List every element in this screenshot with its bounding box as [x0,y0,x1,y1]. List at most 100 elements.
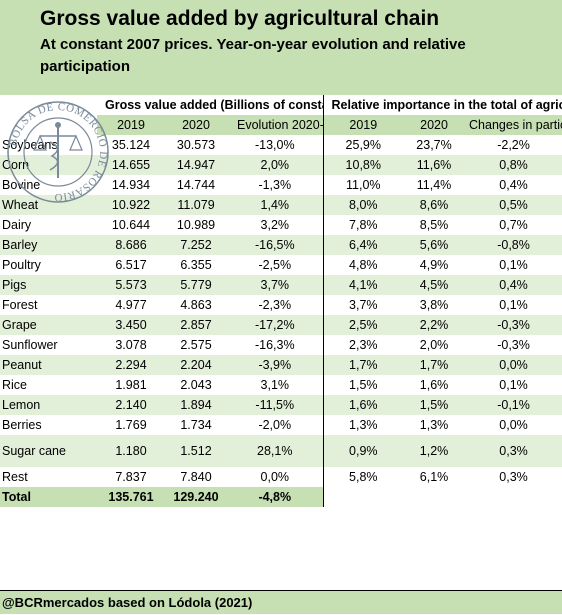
title-banner: Gross value added by agricultural chain … [0,0,562,95]
header-row-groups: Gross value added (Billions of constant … [0,95,562,115]
row-label: Peanut [0,355,97,375]
participation-change: 0,1% [465,295,562,315]
table-row: Peanut 2.294 2.204 -3,9% 1,7% 1,7% 0,0% [0,355,562,375]
relative-2020: 6,1% [403,467,466,487]
relative-2019: 1,6% [322,395,404,415]
col-header-changes: Changes in participation 2020 vs. 2019 [465,115,562,135]
gva-2020: 2.575 [165,335,227,355]
evolution: -2,5% [227,255,324,275]
gva-2019: 6.517 [97,255,165,275]
gva-2020: 1.512 [165,435,227,467]
gva-2020: 5.779 [165,275,227,295]
relative-2020: 3,8% [403,295,466,315]
gva-2020: 10.989 [165,215,227,235]
evolution: 28,1% [227,435,324,467]
gva-table: Gross value added (Billions of constant … [0,95,562,507]
row-label: Dairy [0,215,97,235]
gva-2019: 3.078 [97,335,165,355]
participation-change: 0,0% [465,415,562,435]
participation-change: -0,3% [465,315,562,335]
participation-change: -0,1% [465,395,562,415]
relative-group-header: Relative importance in the total of agri… [322,95,562,115]
evolution: -3,9% [227,355,324,375]
evolution: -13,0% [227,135,324,155]
relative-2020: 11,6% [403,155,466,175]
total-evolution: -4,8% [227,487,324,507]
evolution: 1,4% [227,195,324,215]
gva-2019: 1.769 [97,415,165,435]
relative-2019: 7,8% [322,215,404,235]
table-row: Pigs 5.573 5.779 3,7% 4,1% 4,5% 0,4% [0,275,562,295]
col-header-evolution: Evolution 2020-2019 [227,115,324,135]
relative-2020: 5,6% [403,235,466,255]
relative-2020: 8,5% [403,215,466,235]
relative-2020: 1,7% [403,355,466,375]
gva-2019: 4.977 [97,295,165,315]
page-title: Gross value added by agricultural chain [40,7,440,30]
table-row: Dairy 10.644 10.989 3,2% 7,8% 8,5% 0,7% [0,215,562,235]
row-label: Rest [0,467,97,487]
table-row: Forest 4.977 4.863 -2,3% 3,7% 3,8% 0,1% [0,295,562,315]
participation-change: -2,2% [465,135,562,155]
gva-2020: 30.573 [165,135,227,155]
table-row: Rice 1.981 2.043 3,1% 1,5% 1,6% 0,1% [0,375,562,395]
col-header-rel-2020: 2020 [403,115,466,135]
row-label: Forest [0,295,97,315]
header-row-columns: 2019 2020 Evolution 2020-2019 2019 2020 … [0,115,562,135]
relative-2020: 1,6% [403,375,466,395]
source-footer: @BCRmercados based on Lódola (2021) [0,590,562,614]
evolution: -2,0% [227,415,324,435]
row-label: Barley [0,235,97,255]
row-label: Grape [0,315,97,335]
participation-change: 0,3% [465,435,562,467]
participation-change: -0,3% [465,335,562,355]
gva-2020: 4.863 [165,295,227,315]
relative-2020: 1,5% [403,395,466,415]
relative-2019: 1,5% [322,375,404,395]
relative-2019: 4,8% [322,255,404,275]
gva-2020: 6.355 [165,255,227,275]
col-header-rel-2019: 2019 [322,115,404,135]
gva-2020: 11.079 [165,195,227,215]
table-row: Poultry 6.517 6.355 -2,5% 4,8% 4,9% 0,1% [0,255,562,275]
total-gva-2019: 135.761 [97,487,165,507]
page-subtitle: At constant 2007 prices. Year-on-year ev… [40,36,466,75]
gva-2019: 3.450 [97,315,165,335]
relative-2019: 2,5% [322,315,404,335]
relative-2019: 25,9% [322,135,404,155]
evolution: -17,2% [227,315,324,335]
relative-2019: 1,7% [322,355,404,375]
gva-2019: 5.573 [97,275,165,295]
relative-2020: 4,5% [403,275,466,295]
relative-2019: 2,3% [322,335,404,355]
gva-2020: 14.744 [165,175,227,195]
gva-2019: 10.644 [97,215,165,235]
participation-change: 0,4% [465,175,562,195]
table-row: Sugar cane 1.180 1.512 28,1% 0,9% 1,2% 0,3% [0,435,562,467]
gva-2020: 14.947 [165,155,227,175]
relative-2020: 4,9% [403,255,466,275]
gva-2019: 10.922 [97,195,165,215]
evolution: -2,3% [227,295,324,315]
row-label: Pigs [0,275,97,295]
row-label: Poultry [0,255,97,275]
row-label: Berries [0,415,97,435]
relative-2019: 0,9% [322,435,404,467]
relative-2020: 23,7% [403,135,466,155]
gva-2019: 1.981 [97,375,165,395]
col-header-2019: 2019 [97,115,165,135]
gva-2020: 1.894 [165,395,227,415]
participation-change: 0,7% [465,215,562,235]
table-row: Soybeans 35.124 30.573 -13,0% 25,9% 23,7% -2,2… [0,135,562,155]
total-row: Total 135.761 129.240 -4,8% [0,487,562,507]
gva-group-header: Gross value added (Billions of constant … [97,95,324,115]
gva-2019: 8.686 [97,235,165,255]
row-label: Sunflower [0,335,97,355]
gva-2019: 7.837 [97,467,165,487]
participation-change: -0,8% [465,235,562,255]
participation-change: 0,0% [465,355,562,375]
logo-cell [0,95,97,115]
evolution: 0,0% [227,467,324,487]
table-row: Sunflower 3.078 2.575 -16,3% 2,3% 2,0% -0,3% [0,335,562,355]
relative-2020: 11,4% [403,175,466,195]
